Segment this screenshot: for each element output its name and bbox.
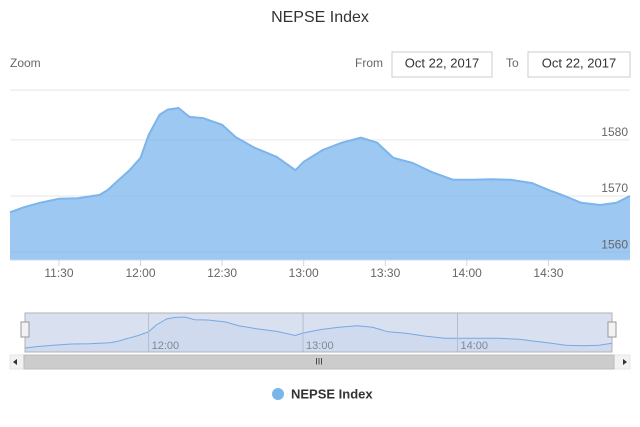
x-tick-label: 13:00 (289, 266, 319, 280)
legend-marker[interactable] (272, 388, 284, 400)
x-tick-label: 11:30 (44, 266, 73, 280)
navigator[interactable]: III (9, 312, 631, 370)
y-tick-label: 1560 (601, 237, 628, 251)
x-tick-label: 12:00 (126, 266, 156, 280)
navigator-handle[interactable] (607, 321, 617, 338)
navigator-handle[interactable] (20, 321, 30, 338)
x-tick-label: 13:30 (370, 266, 400, 280)
from-date[interactable]: Oct 22, 2017 (405, 55, 479, 70)
to-input[interactable] (527, 51, 631, 78)
y-tick-label: 1580 (601, 125, 628, 139)
x-tick-label: 14:30 (533, 266, 563, 280)
to-label: To (506, 56, 519, 70)
area (10, 108, 630, 260)
navigator-mask[interactable] (24, 312, 613, 353)
navigator-tick-label: 13:00 (306, 340, 334, 352)
scrollbar-thumb[interactable] (23, 354, 615, 370)
navigator-area (25, 317, 612, 352)
navigator-line (24, 316, 613, 349)
from-label: From (355, 56, 383, 70)
chart-title: NEPSE Index (271, 9, 369, 26)
legend-label[interactable]: NEPSE Index (291, 386, 373, 401)
to-date[interactable]: Oct 22, 2017 (542, 55, 616, 70)
scrollbar-grip[interactable]: III (315, 356, 323, 366)
navigator-tick-label: 12:00 (152, 340, 180, 352)
from-input[interactable] (391, 51, 493, 78)
x-tick-label: 14:00 (452, 266, 482, 280)
navigator-tick-label: 14:00 (461, 340, 489, 352)
area-line (9, 106, 631, 214)
x-tick-label: 12:30 (207, 266, 237, 280)
y-tick-label: 1570 (601, 181, 628, 195)
zoom-label: Zoom (10, 56, 41, 70)
